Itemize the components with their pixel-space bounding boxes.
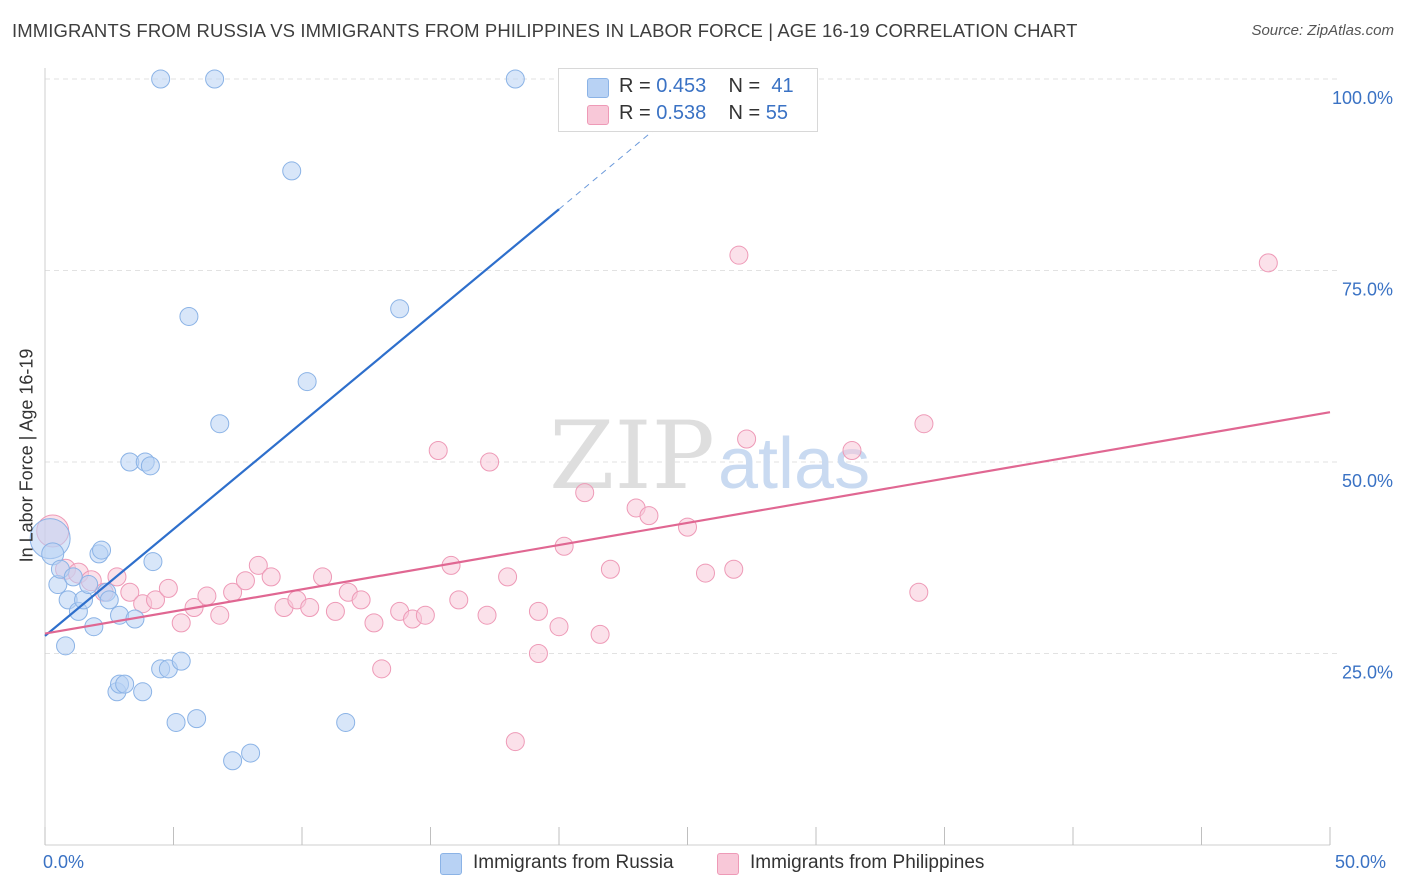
philippines-point [737,429,757,449]
philippines-point [120,582,140,602]
watermark: ZIP atlas [549,402,870,511]
russia-point [223,751,243,771]
philippines-point [171,613,191,633]
russia-point [151,69,171,89]
russia-point [56,636,76,656]
russia-point [99,590,119,610]
watermark-zip: ZIP [549,402,715,511]
series-legend: Immigrants from Russia Immigrants from P… [0,852,1406,878]
philippines-point [235,571,255,591]
philippines-point [372,659,392,679]
russia-point [187,709,207,729]
russia-point [297,372,317,392]
y-tick-label: 100.0% [1332,88,1393,108]
philippines-point [261,567,281,587]
philippines-r-value: 0.538 [656,102,707,124]
correlation-legend: R = 0.453 N = 41 R = 0.538 N = 55 [558,68,818,132]
russia-point [390,299,410,319]
russia-point [210,414,230,434]
y-tick-label: 25.0% [1342,663,1393,683]
russia-point [171,651,191,671]
russia-point [63,567,83,587]
russia-point [79,575,99,595]
russia-series [29,69,525,771]
philippines-point [505,732,525,752]
y-axis-label: In Labor Force | Age 16-19 [16,348,37,563]
russia-point [133,682,153,702]
philippines-point [909,582,929,602]
x-tick-label-max: 50.0% [1335,852,1387,872]
philippines-point [695,563,715,583]
russia-legend-label: Immigrants from Russia [473,852,674,873]
philippines-point [415,605,435,625]
philippines-point [575,483,595,503]
philippines-legend-label: Immigrants from Philippines [750,852,985,873]
philippines-point [351,590,371,610]
russia-point [115,674,135,694]
philippines-point [313,567,333,587]
russia-point [241,743,261,763]
philippines-point [197,586,217,606]
russia-r-value: 0.453 [656,75,707,97]
russia-n-value: 41 [771,75,794,97]
philippines-point [914,414,934,434]
philippines-point [590,624,610,644]
philippines-swatch [587,105,609,125]
philippines-point [300,598,320,618]
russia-point [505,69,525,89]
x-tick-label-min: 0.0% [43,852,85,872]
philippines-point [146,590,166,610]
philippines-point [325,601,345,621]
philippines-point [639,506,659,526]
philippines-trend-line [44,411,1331,635]
philippines-point [528,601,548,621]
russia-point [282,161,302,181]
y-tick-labels: 25.0% 50.0% 75.0% 100.0% [1332,88,1393,683]
philippines-legend-swatch [717,853,739,875]
philippines-point [1258,253,1278,273]
philippines-point [248,555,268,575]
philippines-point [449,590,469,610]
chart-title: IMMIGRANTS FROM RUSSIA VS IMMIGRANTS FRO… [12,20,1078,41]
russia-point [179,306,199,326]
philippines-point [364,613,384,633]
philippines-point [477,605,497,625]
philippines-point [600,559,620,579]
russia-point [143,552,163,572]
grid-lines [45,78,1340,654]
philippines-point [498,567,518,587]
russia-r-label: R = [619,75,651,97]
russia-legend-swatch [440,853,462,875]
russia-trend-line [44,208,560,637]
philippines-point [549,617,569,637]
philippines-point [480,452,500,472]
source-link[interactable]: Source: ZipAtlas.com [1251,22,1394,39]
russia-swatch [587,78,609,98]
philippines-n-label: N = [728,102,761,124]
axes [44,68,1331,846]
philippines-n-value: 55 [765,102,789,124]
russia-point [140,456,160,476]
philippines-r-label: R = [619,102,651,124]
russia-point [205,69,225,89]
philippines-point [158,578,178,598]
philippines-point [210,605,230,625]
y-tick-label: 50.0% [1342,471,1393,491]
philippines-point [729,245,749,265]
philippines-point [724,559,744,579]
philippines-point [428,441,448,461]
philippines-point [528,644,548,663]
russia-trend-extension [558,123,663,210]
trend-lines [44,123,1331,637]
y-tick-label: 75.0% [1342,280,1393,300]
source-credit: Source: ZipAtlas.com [1251,22,1394,39]
russia-point [92,540,112,560]
philippines-point [842,441,862,461]
russia-point [166,712,186,732]
russia-point [336,712,356,732]
russia-n-label: N = [728,75,761,97]
